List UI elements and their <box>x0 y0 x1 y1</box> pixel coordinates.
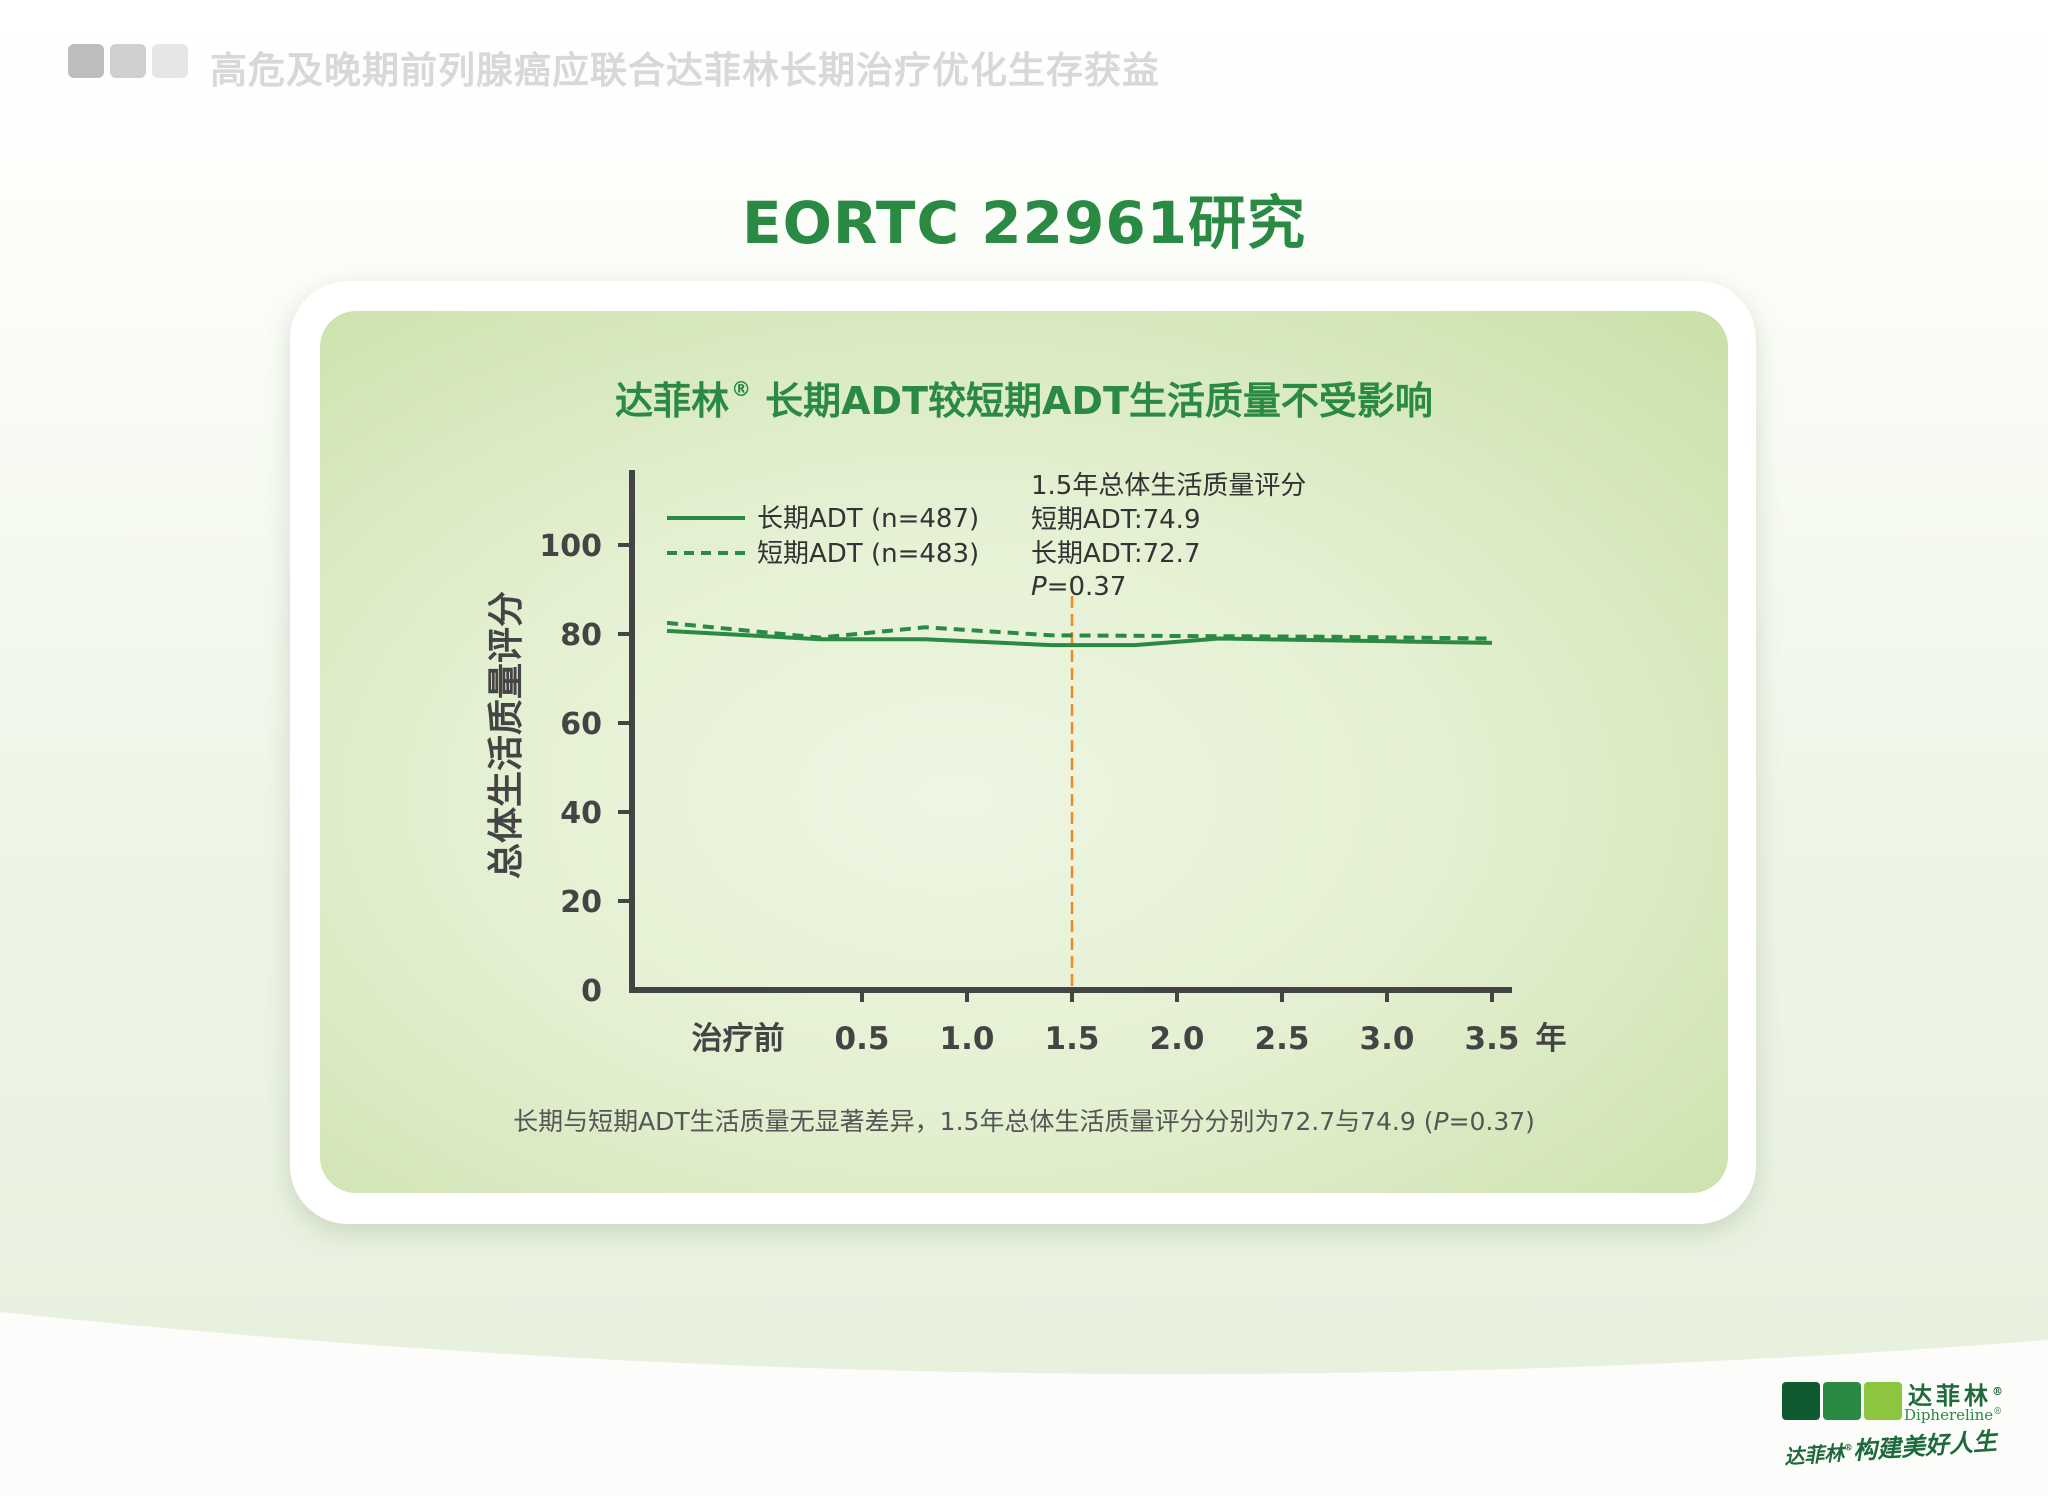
header-decoration <box>68 44 188 78</box>
x-tick-label: 治疗前 <box>692 1021 785 1057</box>
x-tick-label: 3.0 <box>1360 1021 1415 1057</box>
legend-label-long: 长期ADT (n=487) <box>757 504 979 534</box>
logo-reg-mark: ® <box>1992 1385 2007 1398</box>
brand-logo: 达菲林® Diphereline® 达菲林®构建美好人生 <box>1780 1376 2030 1486</box>
footnote-p-value: =0.37) <box>1448 1107 1535 1136</box>
chart-annotation: 1.5年总体生活质量评分 短期ADT:74.9 长期ADT:72.7 P=0.3… <box>1031 471 1306 602</box>
annotation-short: 短期ADT:74.9 <box>1031 505 1200 535</box>
bottom-wave-decoration <box>0 1312 2048 1496</box>
series-line-long-adt <box>666 628 1493 648</box>
x-tick-label: 3.5 <box>1465 1021 1520 1057</box>
logo-english-name: Diphereline® <box>1904 1406 2002 1424</box>
header-square <box>152 44 188 78</box>
annotation-title: 1.5年总体生活质量评分 <box>1031 471 1306 501</box>
footnote-p-symbol: P <box>1433 1107 1449 1136</box>
y-tick-label: 80 <box>560 618 602 653</box>
logo-square <box>1782 1382 1820 1420</box>
series-line-short-adt <box>666 620 1493 641</box>
chart-title: 达菲林 ® 长期ADT较短期ADT生活质量不受影响 <box>320 370 1728 425</box>
legend-label-short: 短期ADT (n=483) <box>757 539 979 569</box>
chart-series <box>666 620 1493 648</box>
annotation-p-symbol: P <box>1031 572 1047 602</box>
y-tick-label: 60 <box>560 707 602 742</box>
chart-card-panel <box>320 311 1728 1193</box>
y-axis-label: 总体生活质量评分 <box>486 591 527 879</box>
logo-en-text: Diphereline <box>1904 1406 1994 1424</box>
logo-cn-text: 达菲林 <box>1908 1381 1992 1410</box>
x-tick-label: 1.5 <box>1045 1021 1100 1057</box>
y-tick-label: 100 <box>539 529 602 564</box>
annotation-long: 长期ADT:72.7 <box>1031 539 1200 569</box>
y-tick-label: 40 <box>560 796 602 831</box>
x-tick-label: 2.0 <box>1150 1021 1205 1057</box>
chart-title-brand: 达菲林 <box>615 379 730 423</box>
annotation-p-number: =0.37 <box>1047 572 1127 602</box>
chart-title-text: 长期ADT较短期ADT生活质量不受影响 <box>765 379 1433 423</box>
page-title: EORTC 22961研究 <box>741 189 1307 257</box>
logo-slogan-text: 构建美好人生 <box>1851 1426 1998 1466</box>
x-axis-unit-label: 年 <box>1536 1021 1567 1057</box>
logo-chinese-name: 达菲林® <box>1908 1376 2007 1411</box>
registered-mark: ® <box>731 377 752 401</box>
footnote: 长期与短期ADT生活质量无显著差异，1.5年总体生活质量评分分别为72.7与74… <box>320 1102 1728 1138</box>
header-title: 高危及晚期前列腺癌应联合达菲林长期治疗优化生存获益 <box>210 49 1160 92</box>
x-tick-label: 0.5 <box>835 1021 890 1057</box>
chart-ticks: 0 20 40 60 80 100 治疗前 0.5 1.0 1.5 2.0 2.5 3.0 3.5 <box>539 529 1519 1057</box>
x-tick-label: 1.0 <box>940 1021 995 1057</box>
x-tick-label: 2.5 <box>1255 1021 1310 1057</box>
header-square <box>68 44 104 78</box>
y-tick-label: 20 <box>560 885 602 920</box>
logo-square <box>1864 1382 1902 1420</box>
footnote-text: 长期与短期ADT生活质量无显著差异，1.5年总体生活质量评分分别为72.7与74… <box>513 1107 1434 1136</box>
header-square <box>110 44 146 78</box>
annotation-p-value: P=0.37 <box>1031 572 1126 602</box>
logo-square <box>1823 1382 1861 1420</box>
logo-en-reg-mark: ® <box>1993 1407 2003 1417</box>
chart-legend: 长期ADT (n=487) 短期ADT (n=483) <box>667 504 979 569</box>
y-tick-label: 0 <box>581 974 602 1009</box>
logo-slogan: 达菲林®构建美好人生 <box>1783 1421 1998 1471</box>
logo-slogan-brand: 达菲林 <box>1783 1440 1845 1469</box>
